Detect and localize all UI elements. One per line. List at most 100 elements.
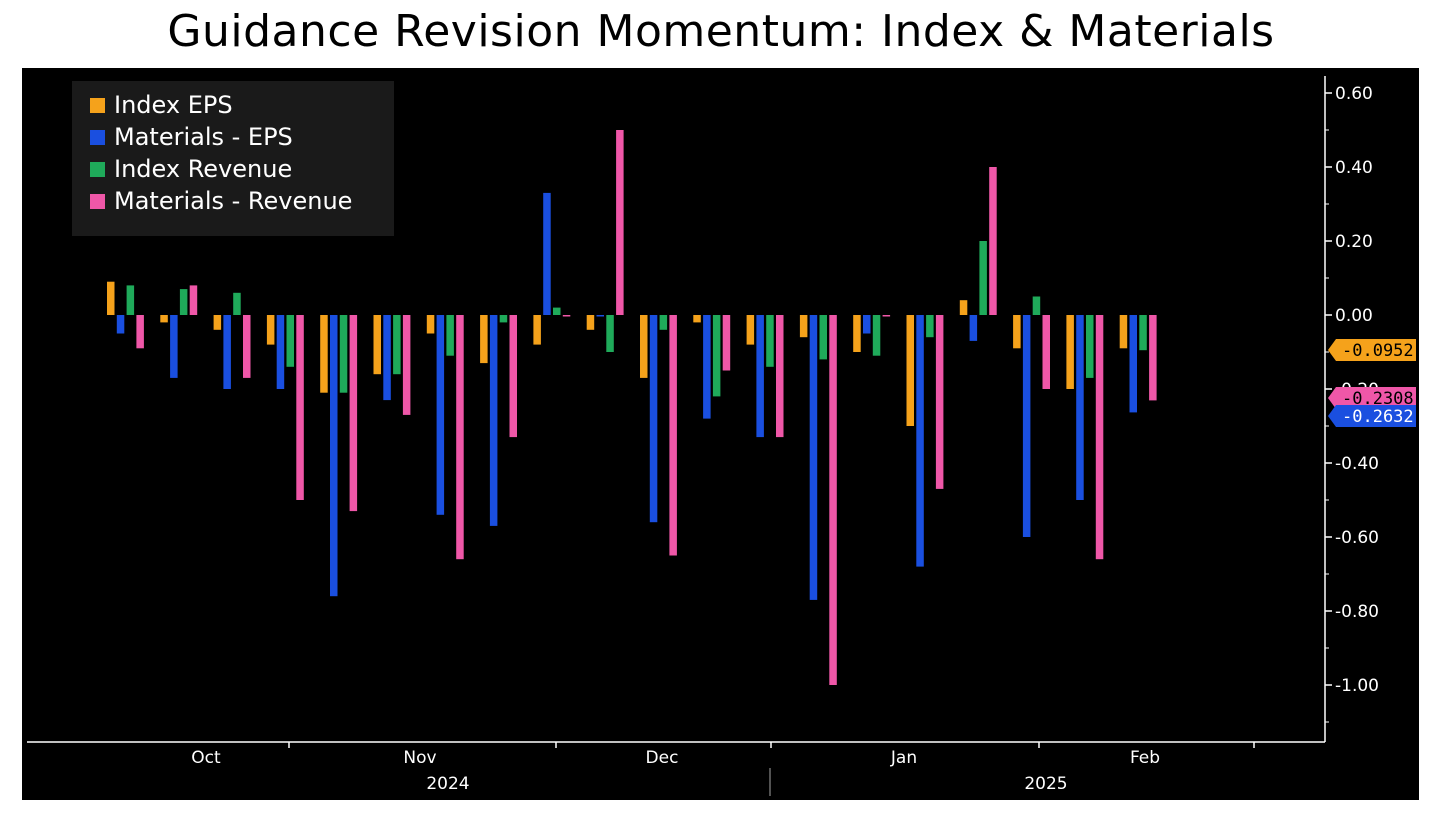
bar-materials-eps-12 xyxy=(756,315,764,438)
bar-materials-revenue-0 xyxy=(136,315,144,349)
last-value-tags: -0.0952 -0.2308-0.2632 xyxy=(1328,339,1416,427)
chart-area: 0.600.400.200.00-0.20-0.40-0.60-0.80-1.0… xyxy=(22,68,1419,800)
bar-index-eps-18 xyxy=(1066,315,1074,389)
bar-index-eps-17 xyxy=(1013,315,1021,349)
bar-materials-eps-13 xyxy=(809,315,818,600)
bar-index-revenue-19 xyxy=(1139,315,1147,351)
bar-materials-revenue-13 xyxy=(829,315,837,685)
x-year-label-2025: 2025 xyxy=(1024,774,1067,794)
y-tick-label: 0.40 xyxy=(1335,158,1373,178)
bar-index-revenue-13 xyxy=(819,315,827,360)
bar-index-eps-10 xyxy=(640,315,648,378)
bar-materials-eps-11 xyxy=(703,315,711,419)
bar-materials-eps-19 xyxy=(1129,315,1137,413)
y-tick-label: -1.00 xyxy=(1335,676,1379,696)
bar-materials-eps-4 xyxy=(330,315,338,597)
bar-index-revenue-12 xyxy=(766,315,774,367)
last-value-tag-label: -0.2308 xyxy=(1342,389,1414,409)
last-value-tag-label: -0.0952 xyxy=(1342,341,1414,361)
legend-entry-1: Materials - EPS xyxy=(114,123,293,151)
bar-materials-eps-15 xyxy=(916,315,924,567)
bar-materials-revenue-3 xyxy=(296,315,304,500)
bar-index-revenue-11 xyxy=(712,315,721,397)
y-tick-label: 0.00 xyxy=(1335,306,1373,326)
bar-materials-revenue-4 xyxy=(349,315,358,512)
bar-index-eps-5 xyxy=(373,315,381,375)
legend-swatch xyxy=(90,162,105,177)
bar-index-revenue-6 xyxy=(446,315,454,356)
bar-index-eps-8 xyxy=(533,315,541,345)
bar-index-revenue-4 xyxy=(339,315,348,393)
axes-layer: 0.600.400.200.00-0.20-0.40-0.60-0.80-1.0… xyxy=(27,76,1379,796)
bar-materials-revenue-17 xyxy=(1042,315,1050,389)
bar-materials-revenue-6 xyxy=(456,315,464,560)
y-tick-label: -0.40 xyxy=(1335,454,1379,474)
bars-layer xyxy=(107,130,1157,685)
bar-materials-eps-0 xyxy=(116,315,125,334)
legend-swatch xyxy=(90,194,105,209)
bar-materials-revenue-7 xyxy=(509,315,517,438)
last-value-tag xyxy=(1328,339,1416,361)
bar-index-eps-15 xyxy=(906,315,914,426)
chart-title: Guidance Revision Momentum: Index & Mate… xyxy=(167,6,1275,57)
legend: Index EPS Materials - EPS Index Revenue Mat… xyxy=(72,81,394,236)
bar-index-revenue-14 xyxy=(872,315,881,356)
legend-entry-2: Index Revenue xyxy=(114,155,292,183)
bar-index-eps-3 xyxy=(266,315,275,345)
bar-materials-revenue-2 xyxy=(243,315,251,378)
bar-index-eps-0 xyxy=(107,281,115,315)
bar-materials-eps-1 xyxy=(170,315,178,378)
bar-index-revenue-17 xyxy=(1032,296,1041,315)
legend-swatch xyxy=(90,98,105,113)
bar-materials-revenue-8 xyxy=(562,315,571,317)
bar-index-eps-1 xyxy=(160,315,168,323)
y-tick-label: -0.60 xyxy=(1335,528,1379,548)
x-month-label-feb: Feb xyxy=(1130,748,1160,768)
bar-index-revenue-7 xyxy=(499,315,508,323)
legend-box xyxy=(72,81,394,236)
x-year-label-2024: 2024 xyxy=(426,774,469,794)
bar-materials-eps-7 xyxy=(489,315,498,526)
bar-materials-revenue-1 xyxy=(189,285,198,315)
bar-materials-eps-18 xyxy=(1076,315,1084,500)
bar-materials-eps-10 xyxy=(649,315,658,523)
last-value-tag xyxy=(1328,387,1416,409)
bar-index-eps-11 xyxy=(693,315,701,323)
bar-index-eps-14 xyxy=(853,315,861,352)
bar-materials-revenue-14 xyxy=(882,315,891,317)
bar-index-revenue-18 xyxy=(1086,315,1094,378)
x-month-label-oct: Oct xyxy=(191,748,221,768)
bar-index-revenue-8 xyxy=(553,307,561,315)
bar-index-eps-9 xyxy=(586,315,595,330)
bar-materials-eps-16 xyxy=(969,315,978,341)
bar-index-eps-12 xyxy=(746,315,755,345)
bar-materials-revenue-16 xyxy=(989,167,997,315)
bar-index-revenue-10 xyxy=(659,315,668,330)
bar-materials-revenue-9 xyxy=(616,130,624,315)
bar-materials-eps-2 xyxy=(223,315,231,389)
bar-index-revenue-9 xyxy=(606,315,614,352)
y-tick-label: 0.20 xyxy=(1335,232,1373,252)
bar-materials-revenue-18 xyxy=(1095,315,1104,560)
bar-index-eps-16 xyxy=(959,300,968,315)
last-value-tag xyxy=(1328,405,1416,427)
bar-materials-eps-6 xyxy=(436,315,445,515)
bar-materials-eps-17 xyxy=(1022,315,1031,537)
legend-swatch xyxy=(90,130,105,145)
bar-materials-revenue-11 xyxy=(722,315,731,371)
bar-index-eps-4 xyxy=(320,315,328,393)
bar-index-eps-19 xyxy=(1119,315,1128,349)
y-tick-label: 0.60 xyxy=(1335,84,1373,104)
bar-materials-eps-8 xyxy=(543,192,551,315)
legend-entry-3: Materials - Revenue xyxy=(114,187,352,215)
bar-materials-eps-14 xyxy=(863,315,871,334)
x-month-label-nov: Nov xyxy=(403,748,436,768)
bar-materials-revenue-15 xyxy=(935,315,944,489)
bar-materials-revenue-12 xyxy=(776,315,784,438)
bar-index-revenue-5 xyxy=(393,315,401,375)
legend-entry-0: Index EPS xyxy=(114,91,233,119)
bar-index-eps-6 xyxy=(426,315,435,334)
bar-index-eps-2 xyxy=(213,315,222,330)
x-month-label-jan: Jan xyxy=(890,748,917,768)
bar-index-revenue-16 xyxy=(979,241,987,315)
